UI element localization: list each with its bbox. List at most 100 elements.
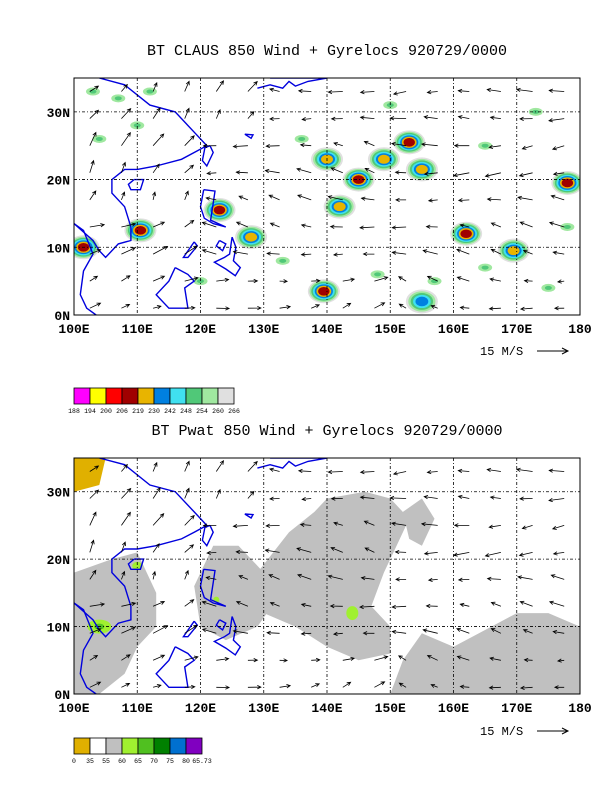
wind-arrow <box>89 489 100 499</box>
wind-arrow <box>184 164 195 174</box>
colorbar-swatch <box>89 737 107 755</box>
wind-arrow <box>389 495 407 501</box>
wind-arrow <box>486 197 501 202</box>
x-tick-labels: 100E 110E 120E 130E 140E 150E 160E 170E 180 <box>58 322 592 337</box>
wind-arrow <box>264 168 280 174</box>
wind-arrow <box>299 143 312 148</box>
wind-arrow <box>484 552 501 558</box>
colorbar-label: 60 <box>118 758 126 765</box>
wind-arrow <box>518 172 533 178</box>
wind-arrow <box>489 115 501 120</box>
colorbar-label: 65.73 <box>192 758 212 765</box>
wind-arrow <box>364 547 375 553</box>
wind-arrow <box>235 549 248 555</box>
colorbar-label: 0 <box>72 758 76 765</box>
wind-arrow <box>548 88 565 93</box>
wind-arrow <box>426 655 438 661</box>
wind-arrow <box>427 577 438 582</box>
y-tick-label: 20N <box>47 553 70 568</box>
wind-arrow <box>268 194 280 201</box>
wind-arrow <box>121 511 131 526</box>
wind-arrow <box>247 460 258 472</box>
coastline <box>155 266 196 309</box>
cloud-cluster <box>561 178 574 188</box>
wind-arrow <box>152 625 169 634</box>
wind-arrow <box>311 278 321 283</box>
wind-arrow <box>247 490 255 499</box>
cloud-cluster <box>415 296 429 307</box>
wind-arrow <box>392 91 407 96</box>
wind-arrow <box>548 497 565 503</box>
wind-arrow <box>425 224 438 229</box>
wind-arrow <box>332 631 343 636</box>
wind-arrow <box>235 170 248 175</box>
wind-arrow <box>202 523 217 528</box>
colorbar-swatch <box>105 387 123 405</box>
x-tick-label: 170E <box>501 322 532 337</box>
wind-arrow <box>89 681 102 688</box>
wind-arrow <box>519 221 533 228</box>
pwat-region <box>390 613 580 694</box>
cloud-cluster <box>245 232 258 242</box>
x-tick-label: 130E <box>248 322 279 337</box>
wind-arrow <box>216 657 230 662</box>
colorbar: 188 194 200 206 219 230 242 248 254 260 266 <box>68 387 240 415</box>
wind-arrow <box>184 219 195 228</box>
wind-arrow <box>423 115 438 120</box>
wind-arrow <box>152 81 158 92</box>
wind-arrow <box>152 461 158 472</box>
wind-arrow <box>215 109 221 119</box>
wind-arrow <box>426 90 438 95</box>
wind-arrow <box>359 470 375 475</box>
cloud-speck <box>197 279 204 284</box>
wind-arrow <box>359 495 375 500</box>
wind-arrow <box>301 117 312 122</box>
colorbar-label: 70 <box>150 758 158 765</box>
wind-arrow <box>232 144 248 149</box>
wind-arrow <box>453 143 470 148</box>
wind-arrow <box>121 108 132 119</box>
x-tick-label: 180 <box>568 322 592 337</box>
coastline <box>244 133 255 140</box>
colorbar-swatch <box>185 387 203 405</box>
wind-arrow <box>184 684 196 690</box>
colorbar-swatch <box>217 387 235 405</box>
wind-arrow <box>216 685 231 690</box>
wind-arrow <box>152 245 169 255</box>
wind-arrow <box>490 628 502 634</box>
wind-arrow <box>201 600 217 607</box>
wind-arrow <box>360 196 375 201</box>
cloud-cluster <box>415 164 428 174</box>
wind-arrow <box>489 495 501 500</box>
wind-arrow <box>184 569 189 580</box>
wind-arrow <box>279 279 289 284</box>
wind-arrow <box>201 249 217 255</box>
wind-arrow <box>391 629 407 635</box>
wind-arrow <box>152 684 162 689</box>
cloud-cluster <box>460 229 472 239</box>
wind-arrow <box>301 496 312 502</box>
wind-arrow <box>152 570 157 580</box>
cloud-cluster <box>318 287 330 296</box>
wind-arrow <box>456 655 470 661</box>
y-tick-label: 0N <box>54 309 70 324</box>
colorbar-swatch <box>121 737 139 755</box>
wind-arrow <box>296 167 312 174</box>
wind-arrow <box>89 85 100 92</box>
wind-arrow <box>517 195 533 201</box>
x-tick-label: 110E <box>122 322 153 337</box>
colorbar-label: 230 <box>148 408 160 415</box>
wind-arrow <box>548 468 565 473</box>
colorbar-label: 266 <box>228 408 240 415</box>
cloud-speck <box>481 143 489 148</box>
cloud-speck <box>563 224 571 229</box>
y-tick-labels: 0N 10N 20N 30N <box>47 106 70 324</box>
wind-arrow <box>89 569 97 580</box>
chart1-title: BT CLAUS 850 Wind + Gyrelocs 920729/0000 <box>147 43 507 60</box>
wind-arrow <box>522 249 533 255</box>
wind-arrow <box>519 600 533 607</box>
wind-arrow <box>374 276 389 282</box>
cloud-cluster <box>352 175 365 184</box>
wind-arrow <box>89 628 102 634</box>
